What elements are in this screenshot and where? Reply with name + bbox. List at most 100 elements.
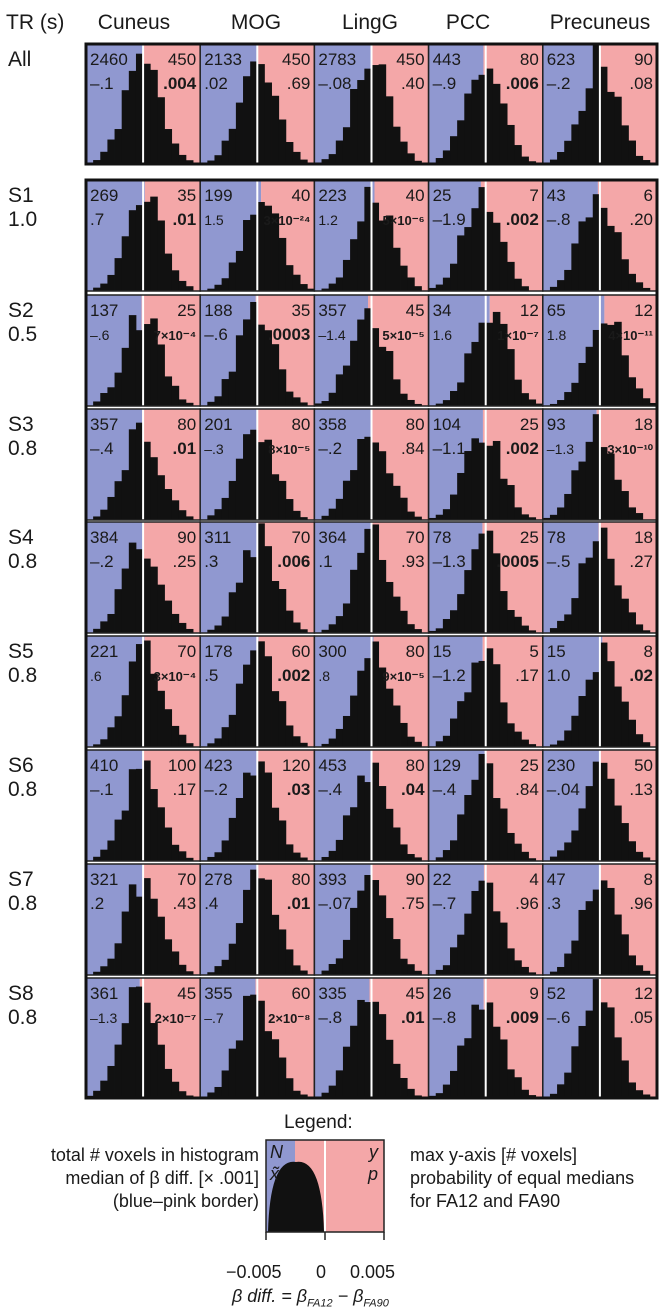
voxel-count: 423 xyxy=(204,756,232,775)
p-value: .002 xyxy=(506,210,539,229)
median-diff: –.8 xyxy=(547,210,571,229)
histogram-bar xyxy=(485,530,494,633)
histogram-bar xyxy=(93,856,101,861)
median-diff: –.1 xyxy=(90,780,114,799)
histogram-bar xyxy=(642,160,651,164)
histogram-bar xyxy=(128,661,137,747)
histogram-cell: 78 –1.3 25 .0005 xyxy=(427,521,544,634)
histogram-bar xyxy=(264,772,272,861)
histogram-bar xyxy=(471,79,479,164)
histogram-bar xyxy=(635,1090,644,1098)
histogram-bar xyxy=(93,971,101,975)
histogram-bar xyxy=(578,362,587,406)
histogram-bar xyxy=(164,827,173,861)
histogram-bar xyxy=(235,102,244,164)
histogram-bar xyxy=(243,664,251,747)
max-y: 100 xyxy=(168,756,196,775)
row-label-s4: S4 0.8 xyxy=(8,526,37,574)
histogram-bar xyxy=(93,160,101,164)
histogram-cell: 22 –.7 4 .96 xyxy=(427,863,544,976)
histogram-bar xyxy=(300,159,308,164)
histogram-bar xyxy=(364,186,372,291)
histogram-bar xyxy=(378,220,387,291)
histogram-bar xyxy=(492,222,501,291)
histogram-bar xyxy=(571,940,579,975)
row-subject: S2 xyxy=(8,299,34,322)
p-value: 9×10⁻⁵ xyxy=(382,669,424,684)
histogram-bar xyxy=(414,160,422,164)
histogram-bar xyxy=(207,856,215,861)
histogram-bar xyxy=(392,1063,401,1098)
histogram-bar xyxy=(571,830,579,861)
histogram-bar xyxy=(392,596,401,633)
histogram-bar xyxy=(585,1010,594,1098)
histogram-bar xyxy=(114,716,123,747)
histogram-cell: 137 –.6 25 7×10⁻⁴ xyxy=(85,294,201,407)
p-value: 1×10⁻⁷ xyxy=(497,328,539,343)
histogram-bar xyxy=(93,516,101,520)
histogram-bar xyxy=(485,322,494,406)
median-diff: 1.5 xyxy=(204,212,224,228)
histogram-bar xyxy=(599,1002,608,1098)
histogram-bar xyxy=(243,995,251,1098)
histogram-bar xyxy=(464,451,472,520)
row-tr: 0.5 xyxy=(8,323,38,347)
histogram-bar xyxy=(128,429,137,520)
histogram-bar xyxy=(599,323,608,406)
histogram-bar xyxy=(392,247,401,291)
histogram-bar xyxy=(143,1002,151,1098)
voxel-count: 26 xyxy=(433,984,452,1003)
max-y: 25 xyxy=(520,415,539,434)
histogram-bar xyxy=(335,498,344,520)
histogram-row-s8: 361 –1.3 45 2×10⁻⁷ 355 –.7 60 2×10⁻⁸ 335 –.8 45 .01… xyxy=(85,977,658,1099)
voxel-count: 223 xyxy=(318,186,346,205)
histogram-bar xyxy=(157,807,165,861)
histogram-bar xyxy=(599,527,608,633)
legend-tick-pos: 0.005 xyxy=(350,1262,396,1282)
histogram-bar xyxy=(114,1044,123,1098)
histogram-bar xyxy=(164,376,173,406)
histogram-bar xyxy=(592,45,601,164)
histogram-cell: 311 .3 70 .006 xyxy=(199,521,316,634)
histogram-bar xyxy=(114,589,123,633)
histogram-bar xyxy=(135,549,144,633)
histogram-bar xyxy=(578,461,587,520)
histogram-bar xyxy=(207,288,215,291)
p-value: .27 xyxy=(629,552,653,571)
histogram-bar xyxy=(442,618,451,633)
voxel-count: 43 xyxy=(547,186,566,205)
histogram-bar xyxy=(592,979,601,1098)
histogram-bar xyxy=(614,585,622,633)
histogram-bar xyxy=(357,319,365,406)
median-diff: –.04 xyxy=(547,780,580,799)
histogram-bar xyxy=(157,475,165,520)
histogram-bar xyxy=(564,269,572,291)
histogram-bar xyxy=(578,909,587,975)
median-diff: –.2 xyxy=(547,74,571,93)
row-subject: All xyxy=(8,48,32,71)
p-value: .96 xyxy=(515,894,539,913)
p-value: .96 xyxy=(629,894,653,913)
histogram-bar xyxy=(635,624,644,633)
histogram-bar xyxy=(507,349,515,406)
histogram-bar xyxy=(371,762,380,861)
histogram-bar xyxy=(492,311,501,406)
voxel-count: 364 xyxy=(318,528,346,547)
histogram-bar xyxy=(607,778,615,861)
histogram-bar xyxy=(235,458,244,520)
voxel-count: 65 xyxy=(547,301,566,320)
histogram-bar xyxy=(150,1023,158,1098)
histogram-cell: 300 .8 80 9×10⁻⁵ xyxy=(313,635,430,748)
histogram-bar xyxy=(385,918,394,975)
histogram-row-all: 2460 –.1 450 .004 2133 .02 450 .69 2783 –.08 450 .4… xyxy=(85,43,658,165)
histogram-bar xyxy=(378,451,387,520)
histogram-cell: 364 .1 70 .93 xyxy=(313,521,430,634)
histogram-bar xyxy=(592,672,601,747)
histogram-bar xyxy=(549,744,558,747)
histogram-bar xyxy=(435,514,444,520)
max-y: 8 xyxy=(644,870,653,889)
histogram-bar xyxy=(164,1068,173,1098)
histogram-bar xyxy=(499,103,508,164)
histogram-bar xyxy=(371,1001,380,1098)
voxel-count: 278 xyxy=(204,870,232,889)
